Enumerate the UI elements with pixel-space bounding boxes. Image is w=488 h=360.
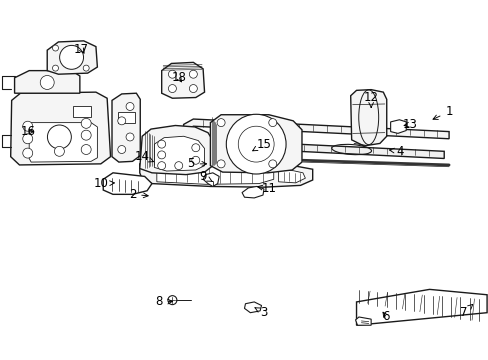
Polygon shape: [162, 62, 204, 98]
Polygon shape: [73, 107, 91, 117]
Polygon shape: [15, 71, 80, 93]
Polygon shape: [157, 164, 273, 184]
Circle shape: [168, 70, 176, 78]
Polygon shape: [356, 289, 486, 325]
Text: 18: 18: [171, 71, 186, 84]
Circle shape: [83, 65, 89, 71]
Polygon shape: [29, 123, 97, 162]
Circle shape: [23, 148, 33, 158]
Circle shape: [158, 162, 165, 170]
Circle shape: [126, 103, 134, 111]
Text: 2: 2: [128, 188, 148, 201]
Circle shape: [191, 144, 200, 152]
Polygon shape: [242, 186, 264, 198]
Circle shape: [23, 134, 33, 144]
Polygon shape: [140, 126, 215, 175]
Circle shape: [158, 140, 165, 148]
Polygon shape: [390, 120, 406, 134]
Circle shape: [81, 144, 91, 154]
Text: 15: 15: [252, 138, 271, 151]
Polygon shape: [154, 136, 204, 171]
Polygon shape: [140, 158, 312, 187]
Text: 8: 8: [155, 296, 172, 309]
Polygon shape: [176, 139, 443, 158]
Polygon shape: [11, 92, 110, 165]
Circle shape: [52, 45, 59, 51]
Circle shape: [268, 119, 276, 127]
Text: 14: 14: [134, 150, 153, 163]
Circle shape: [158, 151, 165, 159]
Text: 7: 7: [459, 304, 472, 319]
Polygon shape: [203, 173, 219, 186]
Circle shape: [52, 65, 59, 71]
Circle shape: [126, 133, 134, 141]
Text: 16: 16: [20, 125, 35, 138]
Polygon shape: [350, 90, 386, 146]
Text: 10: 10: [93, 177, 114, 190]
Polygon shape: [118, 112, 135, 123]
Circle shape: [47, 125, 71, 149]
Circle shape: [168, 85, 176, 93]
Circle shape: [217, 160, 224, 168]
Circle shape: [118, 117, 125, 125]
Polygon shape: [210, 115, 302, 173]
Circle shape: [40, 76, 54, 89]
Circle shape: [268, 160, 276, 168]
Text: 12: 12: [363, 91, 378, 107]
Circle shape: [60, 45, 83, 69]
Text: 17: 17: [74, 42, 89, 55]
Text: 3: 3: [254, 306, 267, 319]
Polygon shape: [244, 302, 261, 313]
Circle shape: [189, 70, 197, 78]
Circle shape: [174, 162, 183, 170]
Polygon shape: [355, 317, 370, 325]
Circle shape: [191, 156, 200, 164]
Text: 4: 4: [389, 145, 403, 158]
Circle shape: [54, 146, 64, 156]
Polygon shape: [112, 93, 140, 162]
Polygon shape: [278, 170, 305, 183]
Text: 6: 6: [381, 310, 389, 323]
Circle shape: [217, 119, 224, 127]
Circle shape: [23, 121, 33, 131]
Text: 11: 11: [257, 183, 276, 195]
Polygon shape: [47, 41, 97, 74]
Circle shape: [118, 145, 125, 153]
Circle shape: [226, 114, 285, 174]
Polygon shape: [103, 173, 152, 194]
Text: 1: 1: [432, 105, 452, 120]
Text: 13: 13: [402, 118, 417, 131]
Circle shape: [189, 85, 197, 93]
Circle shape: [81, 130, 91, 140]
Text: 5: 5: [187, 157, 206, 170]
Circle shape: [81, 118, 91, 128]
Text: 9: 9: [199, 170, 212, 183]
Polygon shape: [183, 119, 448, 139]
Circle shape: [167, 296, 177, 305]
